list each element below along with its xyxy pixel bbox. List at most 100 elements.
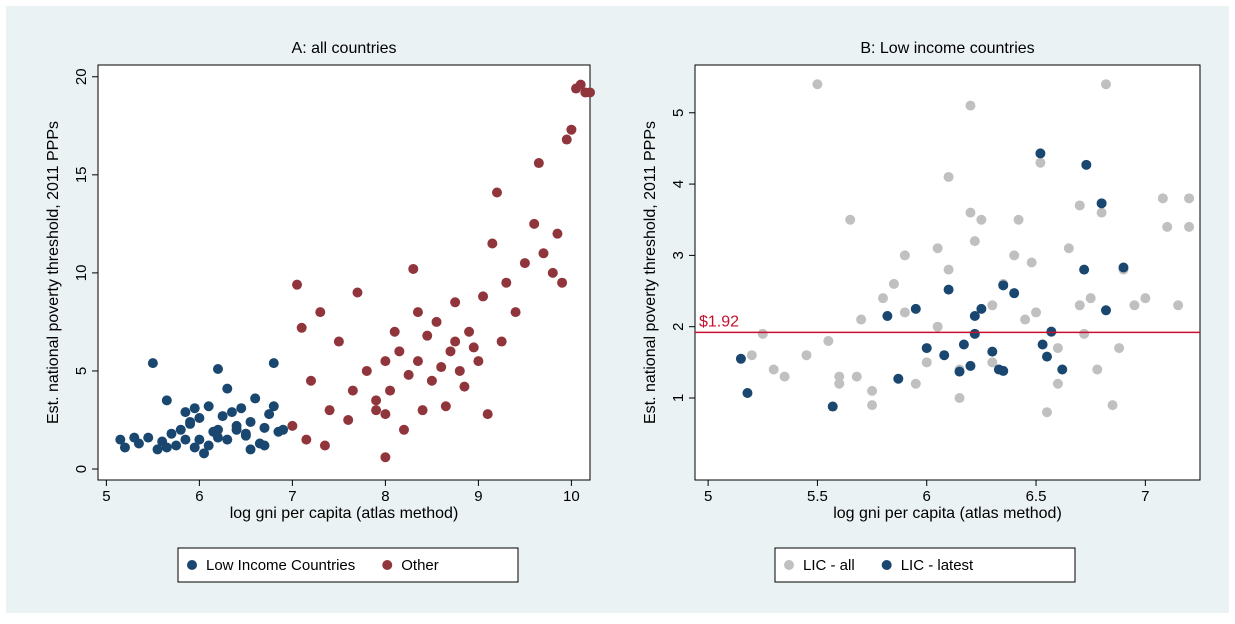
point [998,280,1009,291]
plot-area [97,64,591,481]
y-tick-label: 4 [670,180,687,188]
point [1079,264,1090,275]
point [575,79,586,90]
point [473,356,484,367]
point [203,401,214,412]
point [899,250,910,261]
point [529,218,540,229]
y-tick-label: 20 [73,68,90,85]
legend-label: Low Income Countries [206,557,355,574]
point [1129,300,1140,311]
point [735,353,746,364]
y-tick-label: 1 [670,394,687,402]
point [1052,378,1063,389]
y-axis-label: Est. national poverty threshold, 2011 PP… [642,121,659,424]
point [932,321,943,332]
x-tick-label: 6.5 [1026,488,1047,505]
point [538,248,549,259]
point [464,326,475,337]
point [888,278,899,289]
x-tick-label: 7 [288,488,296,505]
point [958,339,969,350]
x-tick-label: 9 [474,488,482,505]
point [371,405,382,416]
point [1074,200,1085,211]
point [965,360,976,371]
x-tick-label: 5 [102,488,110,505]
point [943,264,954,275]
point [1052,343,1063,354]
point [1057,364,1068,375]
point [827,401,838,412]
point [189,403,200,414]
point [450,336,461,347]
point [1173,300,1184,311]
point [478,291,489,302]
point [152,444,163,455]
point [779,371,790,382]
point [161,395,172,406]
point [450,297,461,308]
point [431,316,442,327]
point [212,363,223,374]
point [296,322,307,333]
y-tick-label: 0 [73,465,90,473]
point [240,428,251,439]
point [236,403,247,414]
point [501,277,512,288]
point [1041,351,1052,362]
x-tick-label: 5 [704,488,712,505]
point [482,409,493,420]
point [867,400,878,411]
point [1009,250,1020,261]
legend-label: LIC - all [803,557,855,574]
point [965,100,976,111]
point [459,381,470,392]
point [1026,257,1037,268]
point [969,236,980,247]
point [491,187,502,198]
point [180,407,191,418]
point [426,375,437,386]
point [385,385,396,396]
point [422,330,433,341]
y-tick-label: 15 [73,166,90,183]
point [268,358,279,369]
point [1074,300,1085,311]
point [203,440,214,451]
point [1096,207,1107,218]
point [343,414,354,425]
point [408,263,419,274]
point [417,405,428,416]
point [189,442,200,453]
point [1085,293,1096,304]
point [231,424,242,435]
point [143,432,154,443]
point [757,328,768,339]
point [1157,193,1168,204]
point [445,346,456,357]
point [547,267,558,278]
point [1081,159,1092,170]
point [333,336,344,347]
point [259,440,270,451]
point [371,395,382,406]
point [987,357,998,368]
point [557,277,568,288]
point [454,365,465,376]
point [834,371,845,382]
point [921,357,932,368]
point [1035,157,1046,168]
point [566,124,577,135]
point [976,214,987,225]
point [1100,79,1111,90]
point [585,87,595,98]
point [301,434,312,445]
reference-label: $1.92 [699,314,739,331]
point [1079,328,1090,339]
point [1100,305,1111,316]
point [561,134,572,145]
point [742,388,753,399]
